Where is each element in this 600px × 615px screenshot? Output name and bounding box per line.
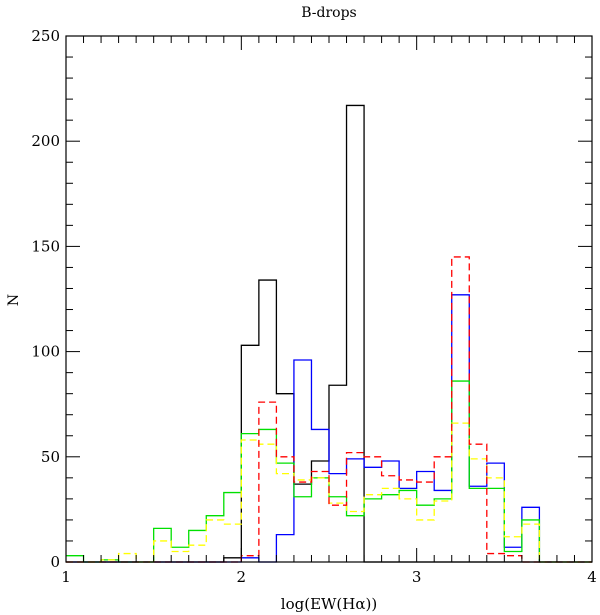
x-tick-label: 1 xyxy=(61,568,71,586)
x-tick-label: 4 xyxy=(587,568,597,586)
y-tick-label: 200 xyxy=(31,132,60,150)
y-tick-label: 0 xyxy=(50,553,60,571)
y-tick-label: 250 xyxy=(31,27,60,45)
y-tick-label: 150 xyxy=(31,237,60,255)
chart-title: B-drops xyxy=(301,5,357,21)
y-tick-label: 100 xyxy=(31,343,60,361)
x-tick-label: 2 xyxy=(237,568,247,586)
y-tick-label: 50 xyxy=(41,448,60,466)
x-axis-label: log(EW(Hα)) xyxy=(281,595,377,613)
tick-layer: 1 2 3 4 0 50 100 150 200 250 xyxy=(31,27,596,586)
y-axis-label: N xyxy=(6,294,22,306)
x-tick-label: 3 xyxy=(412,568,422,586)
